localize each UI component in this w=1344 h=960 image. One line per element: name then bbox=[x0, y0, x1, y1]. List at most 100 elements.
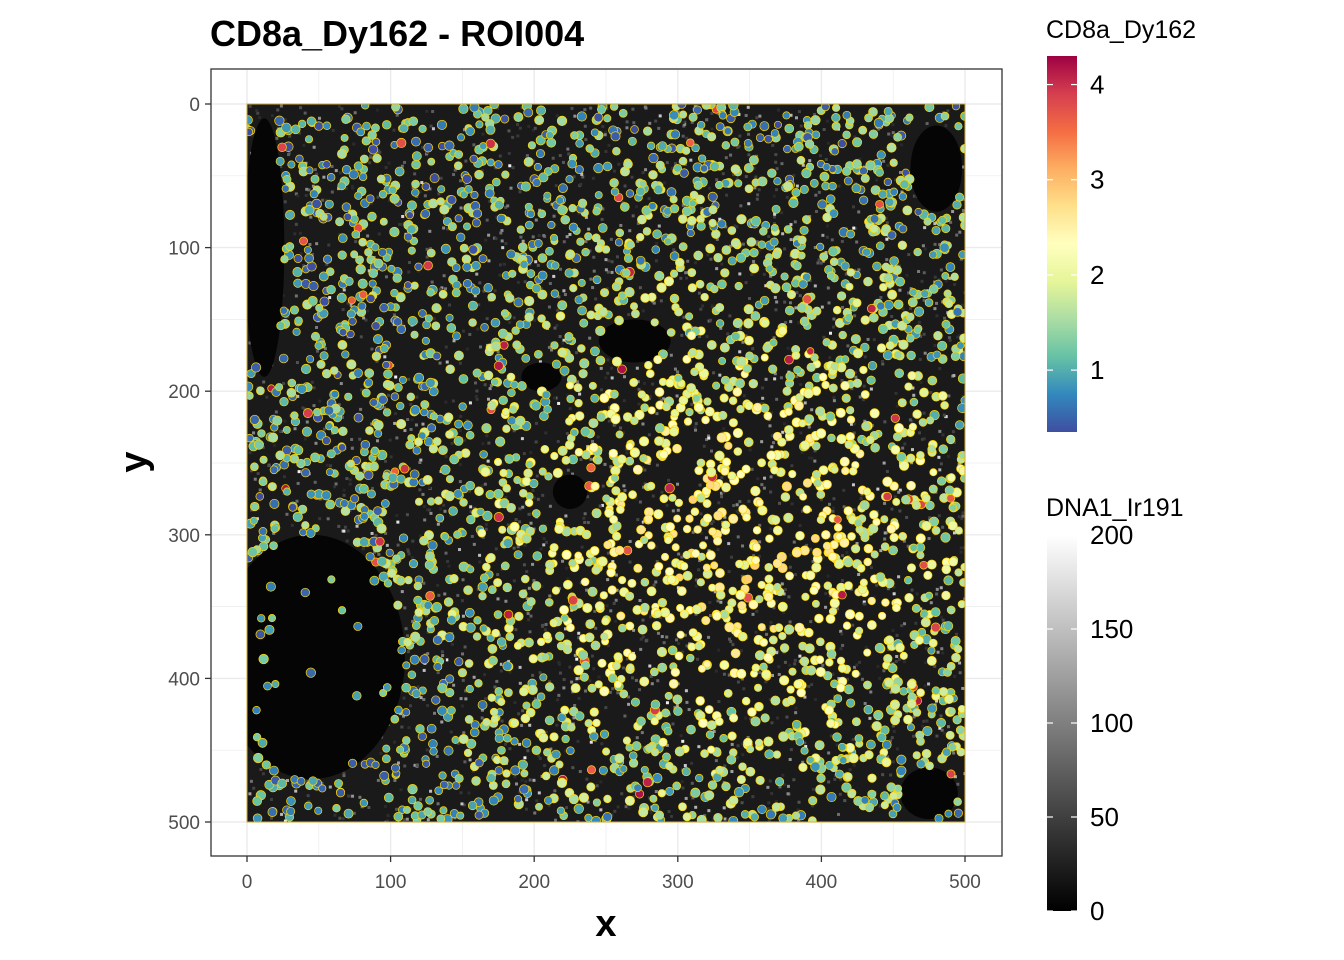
image-speckle bbox=[881, 773, 885, 777]
image-speckle bbox=[458, 463, 462, 467]
cell-point bbox=[938, 687, 949, 697]
cell-point bbox=[851, 669, 860, 678]
cell-point bbox=[830, 679, 839, 689]
image-speckle bbox=[677, 642, 681, 646]
cell-point bbox=[690, 367, 699, 377]
cell-point bbox=[943, 621, 954, 631]
image-speckle bbox=[821, 663, 825, 667]
cell-point bbox=[754, 701, 764, 712]
image-speckle bbox=[362, 316, 366, 320]
cell-point bbox=[678, 214, 688, 224]
image-speckle bbox=[772, 441, 776, 445]
image-speckle bbox=[549, 747, 553, 751]
image-speckle bbox=[485, 317, 489, 321]
cell-point bbox=[950, 272, 959, 281]
image-speckle bbox=[914, 621, 918, 625]
cell-point bbox=[743, 304, 754, 315]
cell-point bbox=[742, 512, 751, 522]
cell-point bbox=[568, 204, 577, 213]
cell-point bbox=[276, 321, 286, 331]
cell-point bbox=[453, 161, 463, 170]
image-speckle bbox=[437, 593, 441, 597]
cell-point bbox=[292, 327, 301, 336]
image-speckle bbox=[372, 550, 376, 554]
image-speckle bbox=[557, 693, 561, 697]
image-speckle bbox=[855, 240, 859, 244]
image-speckle bbox=[654, 259, 658, 263]
image-speckle bbox=[824, 605, 828, 609]
image-speckle bbox=[422, 581, 426, 585]
cell-point bbox=[766, 450, 777, 461]
cell-point bbox=[344, 392, 353, 401]
cell-point bbox=[727, 471, 737, 481]
cell-point bbox=[299, 236, 308, 246]
image-speckle bbox=[788, 301, 792, 305]
image-speckle bbox=[617, 162, 621, 166]
image-speckle bbox=[705, 820, 709, 822]
image-speckle bbox=[638, 688, 642, 692]
cell-point bbox=[353, 368, 363, 378]
image-speckle bbox=[349, 303, 353, 307]
image-speckle bbox=[358, 171, 362, 175]
image-speckle bbox=[942, 413, 946, 417]
image-speckle bbox=[622, 484, 626, 488]
image-speckle bbox=[875, 178, 879, 182]
image-speckle bbox=[519, 235, 523, 239]
cell-point bbox=[746, 745, 755, 754]
cell-point bbox=[827, 552, 838, 562]
cell-point bbox=[827, 433, 836, 443]
cell-point bbox=[665, 786, 675, 796]
cell-point bbox=[475, 120, 484, 129]
cell-point bbox=[877, 323, 889, 334]
image-speckle bbox=[917, 320, 921, 324]
cell-point bbox=[889, 256, 899, 266]
image-speckle bbox=[872, 338, 876, 342]
cell-point bbox=[630, 697, 640, 707]
cell-point bbox=[584, 232, 593, 241]
image-speckle bbox=[578, 392, 582, 396]
image-speckle bbox=[422, 668, 426, 672]
image-speckle bbox=[398, 222, 402, 226]
cell-point bbox=[454, 150, 464, 159]
cell-point bbox=[314, 806, 323, 815]
image-speckle bbox=[598, 504, 602, 508]
image-speckle bbox=[518, 190, 522, 194]
image-speckle bbox=[409, 427, 413, 431]
cell-point bbox=[785, 371, 795, 382]
cell-point bbox=[649, 667, 659, 677]
image-speckle bbox=[504, 495, 508, 499]
image-speckle bbox=[878, 804, 882, 808]
cell-point bbox=[854, 611, 864, 621]
cell-point bbox=[670, 408, 680, 418]
cell-point bbox=[579, 672, 589, 682]
image-speckle bbox=[494, 547, 498, 551]
image-speckle bbox=[813, 459, 817, 463]
cell-point bbox=[557, 347, 568, 358]
image-speckle bbox=[494, 237, 498, 241]
image-speckle bbox=[480, 716, 484, 720]
cell-point bbox=[347, 758, 358, 768]
cell-point bbox=[565, 623, 575, 633]
cell-point bbox=[730, 648, 741, 659]
image-speckle bbox=[767, 818, 771, 822]
image-speckle bbox=[908, 418, 912, 422]
cell-point bbox=[681, 767, 691, 777]
cell-point bbox=[456, 811, 465, 820]
image-speckle bbox=[643, 105, 647, 109]
cell-point bbox=[841, 393, 851, 403]
image-speckle bbox=[889, 773, 893, 777]
image-speckle bbox=[958, 333, 962, 337]
cell-point bbox=[361, 136, 371, 146]
cell-point bbox=[720, 375, 730, 385]
image-speckle bbox=[793, 662, 797, 666]
cell-point bbox=[882, 491, 892, 502]
image-speckle bbox=[860, 493, 864, 497]
cell-point bbox=[773, 120, 782, 129]
cell-point bbox=[665, 378, 675, 388]
image-speckle bbox=[737, 511, 741, 515]
image-speckle bbox=[963, 772, 965, 776]
cell-point bbox=[426, 288, 435, 297]
image-speckle bbox=[755, 116, 759, 120]
cell-point bbox=[491, 628, 500, 638]
image-speckle bbox=[532, 496, 536, 500]
